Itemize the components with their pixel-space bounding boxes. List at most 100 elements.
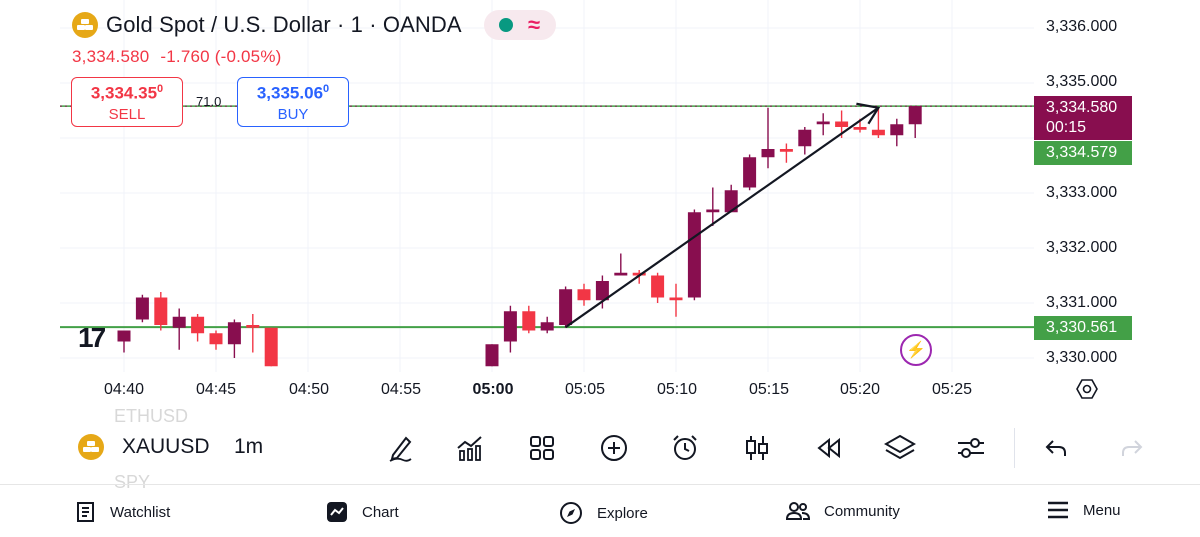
time-axis-label: 04:45 xyxy=(195,381,237,398)
candle-body xyxy=(835,121,849,127)
toolbar-divider xyxy=(1014,428,1015,468)
candle-body xyxy=(503,311,517,342)
candle-countdown: 00:15 xyxy=(1046,119,1087,136)
buy-button[interactable]: 3,335.060 BUY xyxy=(237,77,349,127)
trend-line xyxy=(564,106,880,329)
menu-icon xyxy=(1048,501,1068,519)
last-price-tag: 3,334.580 00:15 xyxy=(1034,96,1132,140)
chart-header: Gold Spot / U.S. Dollar · 1 · OANDA ≈ xyxy=(72,10,556,40)
price-change: -1.760 xyxy=(160,47,210,66)
candle-body xyxy=(191,316,205,334)
nav-label: Watchlist xyxy=(110,503,171,521)
time-axis-label: 05:05 xyxy=(564,381,606,398)
alert-icon[interactable] xyxy=(665,430,705,466)
nav-menu[interactable]: Menu xyxy=(1047,501,1121,519)
sell-button[interactable]: 3,334.350 SELL xyxy=(71,77,183,127)
price-chart[interactable] xyxy=(0,0,1200,410)
last-price: 3,334.580 xyxy=(72,47,150,66)
symbol-selector[interactable]: XAUUSD xyxy=(78,434,210,460)
price-axis-label: 3,335.000 xyxy=(1046,73,1118,90)
candle-body xyxy=(135,297,149,320)
price-axis-label: 3,332.000 xyxy=(1046,239,1118,256)
quote-line: 3,334.580 -1.760 (-0.05%) xyxy=(72,47,282,67)
level-price-tag: 3,334.579 xyxy=(1034,141,1132,165)
layers-icon[interactable] xyxy=(880,430,920,466)
candle-body xyxy=(669,297,683,301)
time-axis-label: 05:20 xyxy=(839,381,881,398)
nav-watchlist[interactable]: Watchlist xyxy=(76,501,170,523)
candle-body xyxy=(485,344,499,367)
candle-body xyxy=(724,190,738,213)
interval-selector[interactable]: 1m xyxy=(234,435,264,458)
nav-explore[interactable]: Explore xyxy=(559,501,648,525)
chart-settings-icon[interactable] xyxy=(1076,378,1098,405)
candle-body xyxy=(853,127,867,130)
watchlist-icon xyxy=(77,502,94,522)
gold-bars-icon xyxy=(78,434,104,460)
time-axis-label: 05:25 xyxy=(931,381,973,398)
candle-body xyxy=(779,149,793,152)
buy-price: 3,335.06 xyxy=(256,83,324,103)
candle-body xyxy=(227,322,241,345)
price-change-pct: (-0.05%) xyxy=(214,47,282,66)
wave-icon: ≈ xyxy=(528,12,541,37)
time-axis-label: 04:55 xyxy=(380,381,422,398)
community-icon xyxy=(786,502,810,520)
candle-body xyxy=(540,322,554,331)
candle-body xyxy=(559,289,573,325)
time-axis-label: 04:50 xyxy=(288,381,330,398)
nav-chart[interactable]: Chart xyxy=(326,501,399,523)
price-axis-label: 3,333.000 xyxy=(1046,184,1118,201)
candle-body xyxy=(577,289,591,301)
draw-icon[interactable] xyxy=(380,430,420,466)
candle-type-icon[interactable] xyxy=(737,430,777,466)
time-axis-label: 05:00 xyxy=(472,381,514,398)
level-price-tag: 3,330.561 xyxy=(1034,316,1132,340)
redo-icon[interactable] xyxy=(1112,430,1152,466)
undo-icon[interactable] xyxy=(1036,430,1076,466)
candle-body xyxy=(743,157,757,188)
candle-body xyxy=(117,330,131,342)
market-status-pill[interactable]: ≈ xyxy=(483,10,556,40)
add-icon[interactable] xyxy=(594,430,634,466)
candle-body xyxy=(871,129,885,136)
price-axis-label: 3,330.000 xyxy=(1046,349,1118,366)
lightning-icon[interactable]: ⚡ xyxy=(900,334,932,366)
prev-symbol[interactable]: ETHUSD xyxy=(114,406,189,426)
buy-label: BUY xyxy=(277,105,309,123)
candle-body xyxy=(264,327,278,367)
candle-body xyxy=(687,212,701,298)
tradingview-logo: 17 xyxy=(78,322,106,353)
candle-body xyxy=(154,297,168,325)
nav-label: Community xyxy=(824,502,900,520)
candle-body xyxy=(908,106,922,125)
chart-icon xyxy=(327,502,347,522)
time-axis-label: 04:40 xyxy=(103,381,145,398)
candle-body xyxy=(172,316,186,328)
symbol-title[interactable]: Gold Spot / U.S. Dollar · 1 · OANDA xyxy=(106,12,462,37)
gold-bars-icon xyxy=(72,12,98,38)
nav-community[interactable]: Community xyxy=(786,501,900,521)
candle-body xyxy=(651,275,665,298)
symbol-name: XAUUSD xyxy=(122,435,210,458)
candle-body xyxy=(614,272,628,276)
candle-body xyxy=(209,333,223,345)
time-axis-label: 05:15 xyxy=(748,381,790,398)
sell-price: 3,334.35 xyxy=(90,83,158,103)
buy-price-sup: 0 xyxy=(323,83,330,95)
replay-icon[interactable] xyxy=(808,430,848,466)
candle-body xyxy=(632,272,646,276)
indicators-icon[interactable] xyxy=(450,430,490,466)
next-symbol[interactable]: SPY xyxy=(114,472,151,492)
last-price-tag-value: 3,334.580 xyxy=(1046,99,1118,116)
candle-body xyxy=(522,311,536,331)
bottom-navigation: Watchlist Chart Explore Community Menu xyxy=(0,484,1200,537)
settings-sliders-icon[interactable] xyxy=(951,430,991,466)
horizontal-levels xyxy=(60,105,1034,329)
candle-body xyxy=(761,149,775,158)
candle-body xyxy=(798,129,812,147)
layouts-icon[interactable] xyxy=(522,430,562,466)
time-axis-label: 05:10 xyxy=(656,381,698,398)
sell-price-sup: 0 xyxy=(157,83,164,95)
candle-body xyxy=(816,121,830,125)
